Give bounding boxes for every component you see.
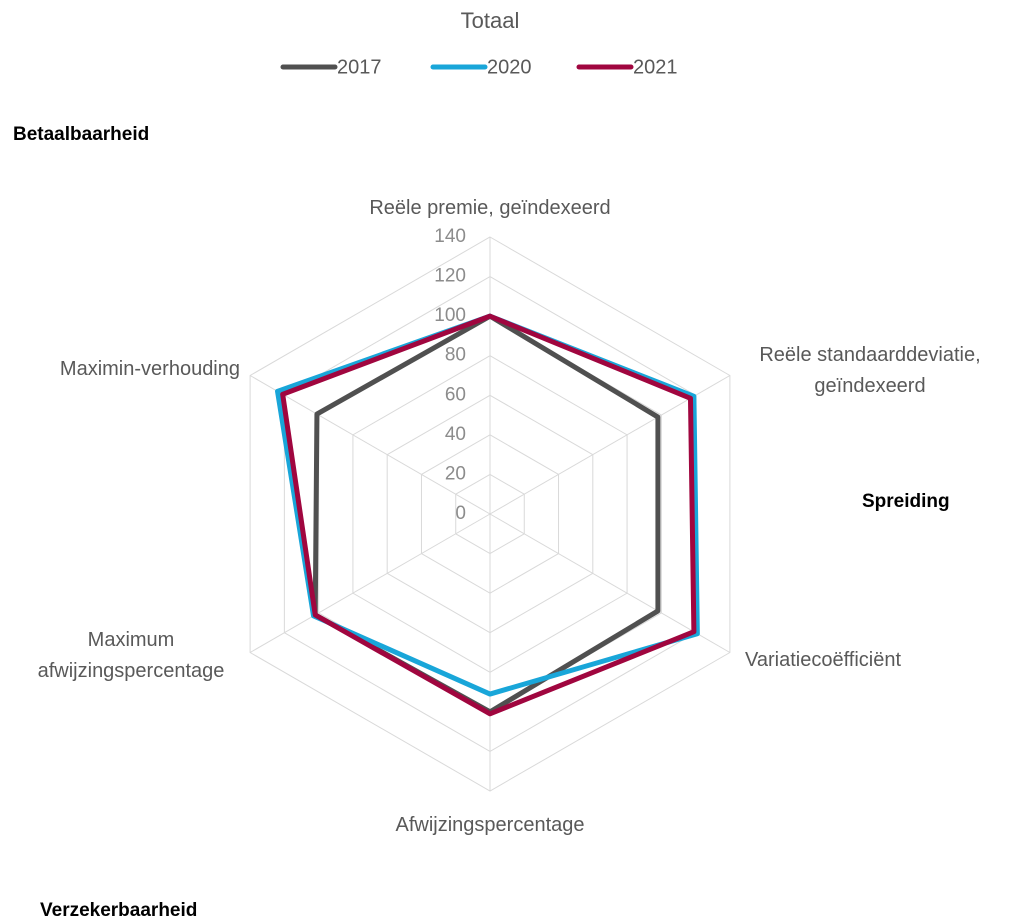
- y-tick-label: 60: [445, 384, 466, 405]
- category-label: Reële standaarddeviatie, geïndexeerd: [759, 344, 981, 397]
- category-label: Reële premie, geïndexeerd: [369, 197, 611, 219]
- chart-title: Totaal: [461, 8, 520, 33]
- annotation: Verzekerbaarheid: [40, 900, 198, 921]
- y-tick-label: 120: [434, 266, 466, 287]
- axis-spoke: [249, 513, 491, 653]
- annotation: Betaalbaarheid: [13, 124, 150, 145]
- y-tick-label: 140: [434, 226, 466, 247]
- axis-spoke: [489, 513, 731, 653]
- annotation: Spreiding: [862, 491, 950, 512]
- category-label: Maximum afwijzingspercentage: [37, 629, 225, 682]
- legend-label: 2020: [487, 56, 532, 78]
- category-label: Maximin-verhouding: [59, 358, 240, 380]
- category-label: Variatiecoëfficiënt: [745, 649, 902, 671]
- y-tick-label: 20: [445, 463, 466, 484]
- category-label: Afwijzingspercentage: [395, 814, 585, 836]
- legend-label: 2017: [337, 56, 382, 78]
- y-tick-label: 40: [445, 424, 466, 445]
- series-line: [280, 313, 697, 717]
- series-line: [275, 313, 700, 697]
- y-tick-label: 80: [445, 345, 466, 366]
- legend-label: 2021: [633, 56, 678, 78]
- y-tick-label: 0: [455, 503, 466, 524]
- series-line: [312, 313, 661, 715]
- axis-spoke: [249, 375, 491, 515]
- y-tick-label: 100: [434, 305, 466, 326]
